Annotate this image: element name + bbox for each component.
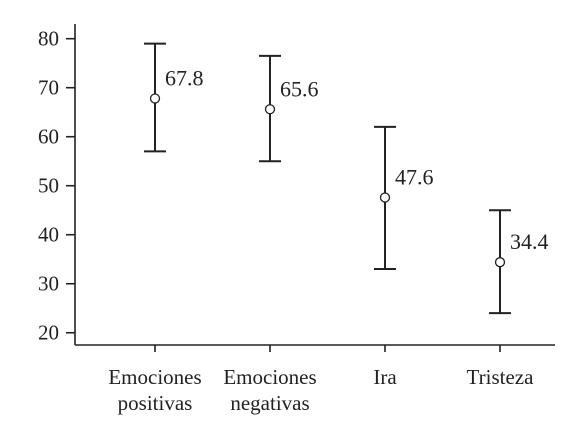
x-category-label: Emociones <box>223 365 316 389</box>
mean-point <box>149 93 161 104</box>
error-bar-group: 65.6 <box>259 54 319 163</box>
y-tick-label: 50 <box>38 174 59 198</box>
mean-point <box>379 192 391 203</box>
axes <box>74 24 555 346</box>
error-bar-group: 34.4 <box>489 209 549 315</box>
y-tick-label: 20 <box>38 321 59 345</box>
y-tick-label: 40 <box>38 223 59 247</box>
x-category-label: Ira <box>373 365 397 389</box>
x-category-label: Emociones <box>108 365 201 389</box>
data-label: 65.6 <box>280 76 319 101</box>
y-tick-label: 60 <box>38 125 59 149</box>
y-tick-label: 70 <box>38 76 59 100</box>
error-bar-group: 47.6 <box>374 125 434 271</box>
data-marks: 67.8 65.6 47.6 34.4 <box>144 42 549 315</box>
y-tick-label: 30 <box>38 272 59 296</box>
mean-point <box>494 257 506 268</box>
data-label: 34.4 <box>510 229 549 254</box>
data-label: 47.6 <box>395 164 434 189</box>
x-category-label: Tristeza <box>467 365 535 389</box>
x-category-label: negativas <box>230 391 309 415</box>
mean-point <box>264 104 276 115</box>
data-label: 67.8 <box>165 65 204 90</box>
y-tick-label: 80 <box>38 27 59 51</box>
x-category-label: positivas <box>118 391 193 415</box>
error-bar-group: 67.8 <box>144 42 204 153</box>
y-axis-ticks: 20 30 40 50 60 70 80 <box>38 27 75 345</box>
